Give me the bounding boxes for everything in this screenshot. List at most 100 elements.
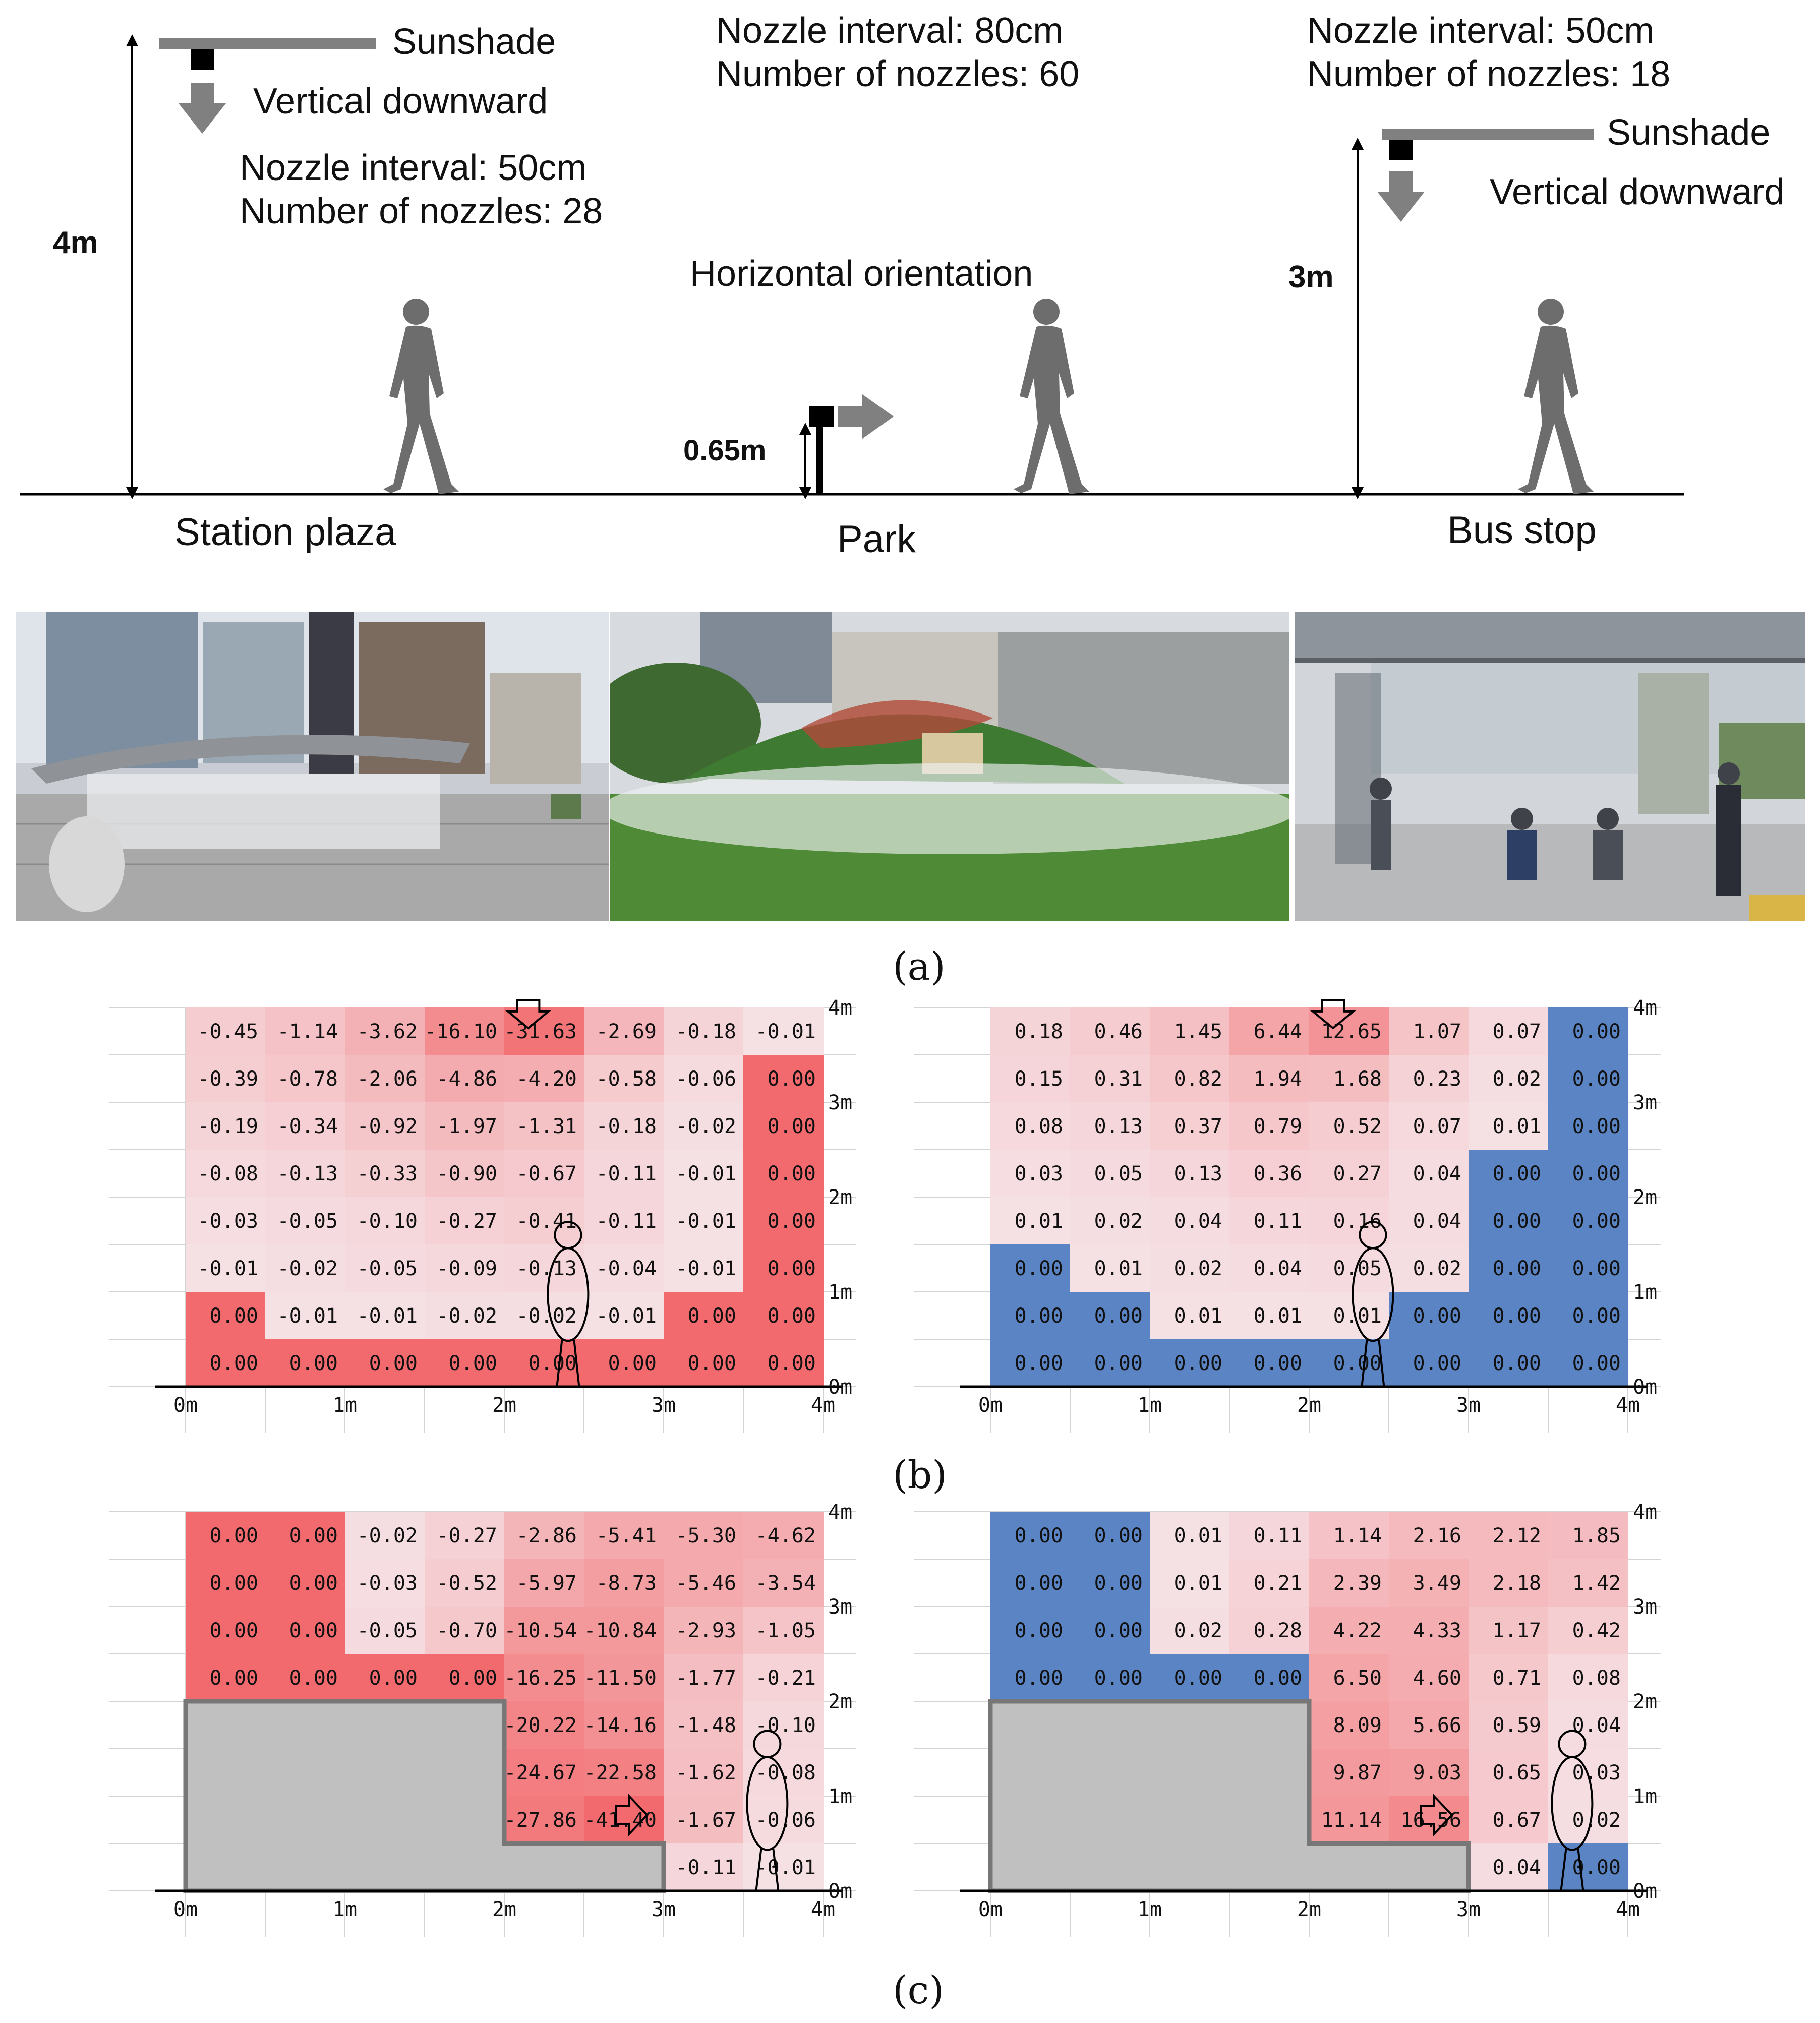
caption-b: (b): [893, 1452, 947, 1497]
x-tick-label: 1m: [1138, 1898, 1162, 1921]
heatmap-cell: [425, 1559, 505, 1607]
heatmap-cell: [664, 1559, 744, 1607]
heatmap-cell: [1070, 1559, 1150, 1607]
station-count-label: Number of nozzles: 28: [240, 191, 603, 231]
heatmap-cell: [1309, 1701, 1389, 1749]
heatmap-cell: [504, 1701, 584, 1749]
cell-value-label: -11.50: [584, 1667, 657, 1690]
heatmap-cell: [425, 1512, 505, 1560]
cell-value-label: -0.01: [277, 1304, 338, 1328]
heatmap-cell: [584, 1102, 664, 1150]
cell-value-label: 12.65: [1321, 1020, 1382, 1043]
nozzle-park: [809, 406, 834, 427]
cell-value-label: 0.00: [210, 1667, 258, 1690]
cell-value-label: -0.78: [277, 1067, 338, 1091]
heatmap-cell: [425, 1292, 505, 1340]
x-tick-label: 3m: [652, 1394, 676, 1417]
heatmap-cell: [186, 1197, 266, 1245]
heatmap-cell: [743, 1007, 824, 1055]
heatmap-cell: [425, 1339, 505, 1387]
cell-value-label: 0.00: [608, 1352, 657, 1375]
cell-value-label: -16.10: [425, 1020, 498, 1043]
heatmap-cell: [584, 1244, 664, 1292]
heatmap-cell: [1548, 1339, 1628, 1387]
cell-value-label: 0.00: [1572, 1162, 1621, 1185]
y-tick-label: 0m: [828, 1376, 852, 1399]
cell-value-label: -0.01: [676, 1257, 736, 1280]
heatmap-cell: [1548, 1007, 1628, 1055]
heatmap-cell: [1150, 1654, 1230, 1702]
x-tick-label: 4m: [811, 1394, 835, 1417]
heatmap-c-right: 0.00 0.00 0.01 0.11 1.14 2.16 2.12 1.85 0.00 0.00…: [914, 1501, 1661, 1937]
cell-value-label: 0.01: [1015, 1210, 1063, 1233]
cell-value-label: -0.01: [676, 1162, 736, 1185]
heatmap-cell: [425, 1055, 505, 1103]
heatmap-cell: [743, 1150, 824, 1198]
cell-value-label: 0.00: [1015, 1304, 1063, 1328]
y-tick-label: 1m: [1633, 1281, 1657, 1304]
heatmap-cell: [1389, 1701, 1469, 1749]
x-tick-label: 3m: [1456, 1898, 1481, 1921]
cell-value-label: -0.01: [596, 1304, 657, 1328]
heatmap-cell: [664, 1701, 744, 1749]
heatmap-cell: [1229, 1654, 1310, 1702]
heatmap-cell: [1389, 1339, 1469, 1387]
cell-value-label: 2.18: [1493, 1572, 1541, 1595]
heatmap-cell: [265, 1244, 345, 1292]
cell-value-label: 0.00: [1572, 1115, 1621, 1138]
cell-value-label: 0.00: [768, 1067, 816, 1091]
x-tick-label: 2m: [492, 1394, 516, 1417]
heatmap-cell: [504, 1749, 584, 1797]
heatmap-cell: [1070, 1102, 1150, 1150]
heatmap-cell: [186, 1150, 266, 1198]
heatmap-cell: [664, 1339, 744, 1387]
cell-value-label: 0.00: [289, 1667, 338, 1690]
x-tick-label: 1m: [333, 1394, 357, 1417]
heatmap-cell: [1389, 1244, 1469, 1292]
heatmap-cell: [990, 1244, 1071, 1292]
cell-value-label: 0.00: [1493, 1210, 1541, 1233]
cell-value-label: -0.70: [437, 1619, 497, 1642]
y-tick-label: 2m: [1633, 1186, 1657, 1209]
heatmap-cell: [1229, 1244, 1310, 1292]
heatmap-cell: [743, 1654, 824, 1702]
heatmap-cell: [1389, 1197, 1469, 1245]
cell-value-label: 0.00: [1493, 1304, 1541, 1328]
heatmap-cell: [1309, 1244, 1389, 1292]
heatmap-cell: [1469, 1749, 1549, 1797]
cell-value-label: -0.27: [437, 1210, 497, 1233]
station-name-label: Station plaza: [174, 511, 396, 554]
cell-value-label: 0.08: [1015, 1115, 1063, 1138]
heatmap-cell: [265, 1339, 345, 1387]
cell-value-label: 2.39: [1333, 1572, 1382, 1595]
heatmap-cell: [1229, 1102, 1310, 1150]
heatmap-cell: [345, 1292, 425, 1340]
cell-value-label: 3.49: [1413, 1572, 1461, 1595]
cell-value-label: 0.00: [289, 1352, 338, 1375]
heatmap-cell: [1229, 1197, 1310, 1245]
cell-value-label: -27.86: [504, 1809, 577, 1832]
heatmap-cell: [504, 1559, 584, 1607]
heatmap-cell: [1229, 1512, 1310, 1560]
cell-value-label: 0.01: [1254, 1304, 1302, 1328]
cell-value-label: 6.50: [1333, 1667, 1382, 1690]
cell-value-label: -0.21: [755, 1667, 816, 1690]
cell-value-label: 0.00: [210, 1524, 258, 1548]
heatmap-cell: [584, 1654, 664, 1702]
cell-value-label: 0.65: [1493, 1761, 1541, 1784]
heatmap-cell: [990, 1007, 1071, 1055]
cell-value-label: 0.79: [1254, 1115, 1302, 1138]
cell-value-label: -0.18: [676, 1020, 736, 1043]
heatmap-cell: [1150, 1055, 1230, 1103]
caption-c: (c): [893, 1968, 944, 2012]
cell-value-label: 0.00: [1015, 1619, 1063, 1642]
heatmap-cell: [425, 1654, 505, 1702]
cell-value-label: -4.86: [437, 1067, 497, 1091]
cell-value-label: 0.00: [1572, 1304, 1621, 1328]
heatmap-cell: [1389, 1606, 1469, 1654]
cell-value-label: 0.00: [768, 1304, 816, 1328]
cell-value-label: 0.00: [449, 1352, 497, 1375]
heatmap-cell: [1309, 1559, 1389, 1607]
heatmap-cell: [1548, 1197, 1628, 1245]
cell-value-label: -1.05: [755, 1619, 816, 1642]
